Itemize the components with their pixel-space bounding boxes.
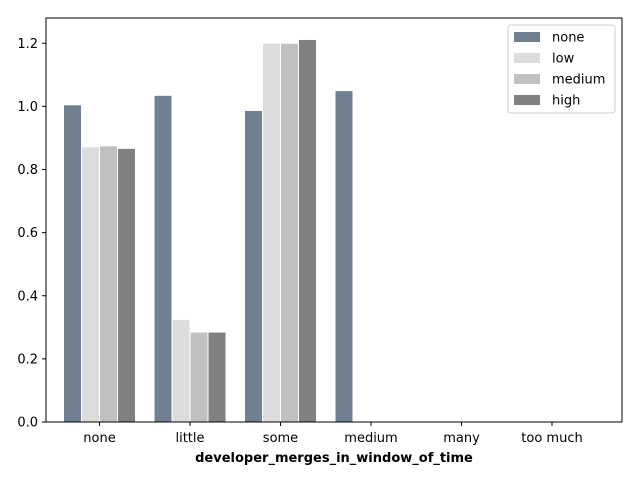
y-tick-label: 0.8 bbox=[17, 163, 38, 178]
bar-low-none bbox=[81, 146, 100, 423]
legend-swatch-low bbox=[514, 53, 540, 63]
x-tick-label: many bbox=[443, 431, 480, 446]
bar-none-none bbox=[63, 104, 82, 423]
legend-label-low: low bbox=[552, 52, 575, 67]
bar-none-little bbox=[153, 94, 173, 423]
legend-label-high: high bbox=[552, 94, 580, 109]
x-tick-label: medium bbox=[344, 431, 397, 446]
bar-high-little bbox=[207, 331, 227, 423]
x-tick-label: none bbox=[83, 431, 115, 446]
legend-box bbox=[507, 24, 616, 114]
y-axis: 0.0 0.2 0.4 0.6 0.8 1.0 1.2 bbox=[17, 37, 46, 431]
legend-label-none: none bbox=[552, 31, 584, 46]
bar-high-none bbox=[117, 147, 136, 423]
bar-none-medium bbox=[334, 90, 354, 423]
y-tick-label: 1.0 bbox=[17, 100, 38, 115]
bar-none-some bbox=[244, 109, 263, 423]
bars-group bbox=[63, 38, 354, 423]
bar-medium-little bbox=[189, 331, 209, 423]
legend-swatch-none bbox=[514, 32, 540, 42]
x-tick-label: too much bbox=[521, 431, 582, 446]
y-tick-label: 0.6 bbox=[17, 226, 38, 241]
bar-low-some bbox=[262, 42, 281, 423]
x-tick-label: little bbox=[175, 431, 204, 446]
y-tick-label: 0.0 bbox=[17, 416, 38, 431]
plot-frame bbox=[45, 17, 623, 423]
y-tick-label: 0.4 bbox=[17, 289, 38, 304]
x-axis-title: developer_merges_in_window_of_time bbox=[195, 451, 473, 466]
y-tick-label: 1.2 bbox=[17, 37, 38, 52]
bar-low-little bbox=[171, 318, 191, 423]
y-tick-label: 0.2 bbox=[17, 352, 38, 367]
bar-medium-none bbox=[99, 145, 118, 423]
legend: none low medium high bbox=[507, 24, 616, 114]
legend-label-medium: medium bbox=[552, 73, 605, 88]
bar-high-some bbox=[298, 38, 317, 423]
bar-medium-some bbox=[280, 42, 299, 423]
x-tick-label: some bbox=[263, 431, 298, 446]
legend-swatch-high bbox=[514, 95, 540, 105]
x-axis: none little some medium many too much bbox=[83, 422, 583, 446]
legend-swatch-medium bbox=[514, 74, 540, 84]
